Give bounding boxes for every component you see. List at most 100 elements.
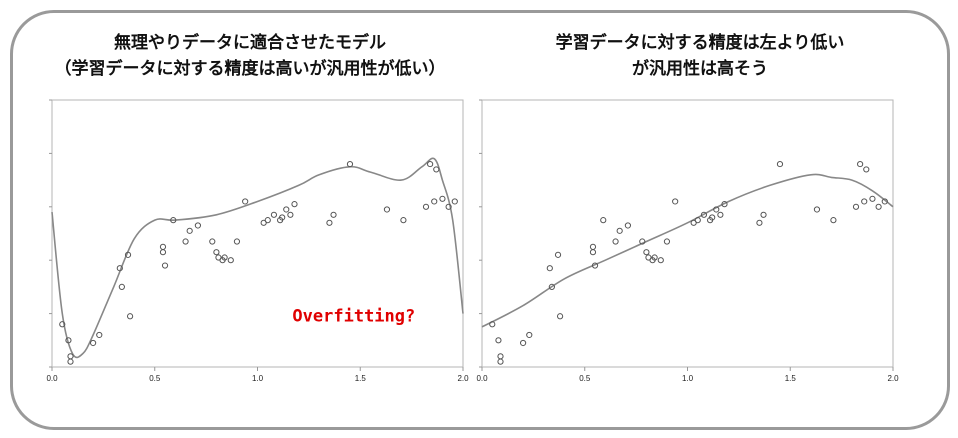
left-data-point xyxy=(400,217,407,224)
right-plot-area xyxy=(481,99,894,368)
left-data-point xyxy=(427,160,434,168)
left-data-point xyxy=(67,358,74,365)
left-data-point xyxy=(227,257,234,264)
right-data-point xyxy=(881,198,888,205)
right-data-point xyxy=(861,198,868,205)
left-overfit-chart: 0.0 0.5 1.0 1.5 2.0 Overfitting? xyxy=(46,99,469,383)
left-data-point xyxy=(383,206,391,213)
right-data-point xyxy=(756,219,763,226)
right-data-point xyxy=(869,195,876,202)
right-x-tick-label: 1.5 xyxy=(785,374,797,383)
left-data-point xyxy=(124,251,132,258)
right-data-point xyxy=(526,331,533,339)
right-data-point xyxy=(721,201,728,208)
right-x-tick-label: 2.0 xyxy=(887,374,899,383)
left-x-tick-label: 1.5 xyxy=(355,374,367,383)
right-title-line-2: が汎用性は高そう xyxy=(632,59,768,79)
left-chart-title: 無理やりデータに適合させたモデル （学習データに対する精度は高いが汎用性が低い） xyxy=(30,30,470,82)
right-data-point xyxy=(556,313,564,320)
left-data-point xyxy=(65,337,72,344)
right-data-point xyxy=(495,337,502,344)
left-data-point xyxy=(445,203,452,210)
right-data-point xyxy=(863,166,870,173)
left-data-point xyxy=(118,283,125,290)
right-x-tick-label: 0.5 xyxy=(579,374,591,383)
left-data-point xyxy=(242,198,249,205)
right-regression-chart: 0.0 0.5 1.0 1.5 2.0 xyxy=(476,99,899,383)
right-data-point xyxy=(520,339,527,347)
left-data-point xyxy=(90,339,97,347)
left-title-line-1: 無理やりデータに適合させたモデル xyxy=(114,33,386,53)
right-data-point xyxy=(548,283,555,290)
right-data-point xyxy=(857,160,864,168)
right-data-point xyxy=(700,211,708,218)
right-data-point xyxy=(600,217,607,224)
right-chart-title: 学習データに対する精度は左より低い が汎用性は高そう xyxy=(480,30,920,82)
left-data-point xyxy=(161,262,169,269)
left-data-point xyxy=(422,203,430,210)
right-data-point xyxy=(589,249,597,256)
right-data-point xyxy=(672,198,679,205)
right-data-point xyxy=(717,211,724,218)
left-x-tick-label: 0.5 xyxy=(149,374,161,383)
right-data-point xyxy=(591,262,599,269)
left-data-point xyxy=(233,238,241,245)
left-plot-area xyxy=(51,99,464,368)
right-data-point xyxy=(709,214,716,221)
overfitting-annotation: Overfitting? xyxy=(292,307,415,327)
right-data-point xyxy=(760,211,767,218)
left-x-tick-label: 2.0 xyxy=(457,374,469,383)
right-data-point xyxy=(612,238,619,245)
left-x-tick-label: 0.0 xyxy=(46,374,58,383)
left-data-point xyxy=(283,206,290,213)
right-x-tick-label: 0.0 xyxy=(476,374,488,383)
left-data-point xyxy=(194,222,202,229)
right-data-point xyxy=(852,203,860,210)
left-data-point xyxy=(270,211,278,218)
right-fit-curve xyxy=(481,173,894,328)
right-data-point xyxy=(713,206,720,213)
right-data-point xyxy=(657,257,664,264)
left-data-point xyxy=(439,195,446,202)
left-data-point xyxy=(346,160,354,168)
right-data-point xyxy=(624,222,632,229)
left-data-point xyxy=(213,249,220,256)
right-data-point xyxy=(663,238,671,245)
right-data-point xyxy=(813,206,821,213)
right-data-point xyxy=(639,238,646,245)
left-data-point xyxy=(330,211,337,218)
right-data-point xyxy=(643,249,650,256)
left-data-point xyxy=(116,265,123,272)
left-data-point xyxy=(159,249,167,256)
left-data-point xyxy=(279,214,286,221)
left-title-line-2: （学習データに対する精度は高いが汎用性が低い） xyxy=(54,59,446,79)
right-title-line-1: 学習データに対する精度は左より低い xyxy=(555,33,845,53)
right-data-point xyxy=(830,217,837,224)
left-data-point xyxy=(326,219,333,226)
left-x-tick-label: 1.0 xyxy=(252,374,264,383)
left-data-point xyxy=(170,217,177,224)
left-fit-curve xyxy=(51,157,464,359)
left-data-point xyxy=(451,198,458,205)
left-data-point xyxy=(221,254,228,261)
left-data-point xyxy=(264,217,271,224)
left-data-point xyxy=(209,238,216,245)
right-data-point xyxy=(694,217,701,224)
left-data-point xyxy=(287,211,294,218)
left-data-point xyxy=(96,331,103,339)
right-data-point xyxy=(875,203,882,210)
right-data-point xyxy=(497,358,504,365)
left-data-point xyxy=(182,238,189,245)
right-data-point xyxy=(554,251,562,258)
left-data-point xyxy=(431,198,438,205)
left-data-point xyxy=(433,166,440,173)
right-data-point xyxy=(651,254,658,261)
right-x-tick-label: 1.0 xyxy=(682,374,694,383)
left-data-point xyxy=(126,313,134,320)
right-data-point xyxy=(616,227,623,234)
left-data-point xyxy=(291,201,298,208)
left-data-point xyxy=(186,227,193,234)
right-data-point xyxy=(776,160,784,168)
right-data-point xyxy=(546,265,553,272)
left-data-point xyxy=(59,321,66,328)
